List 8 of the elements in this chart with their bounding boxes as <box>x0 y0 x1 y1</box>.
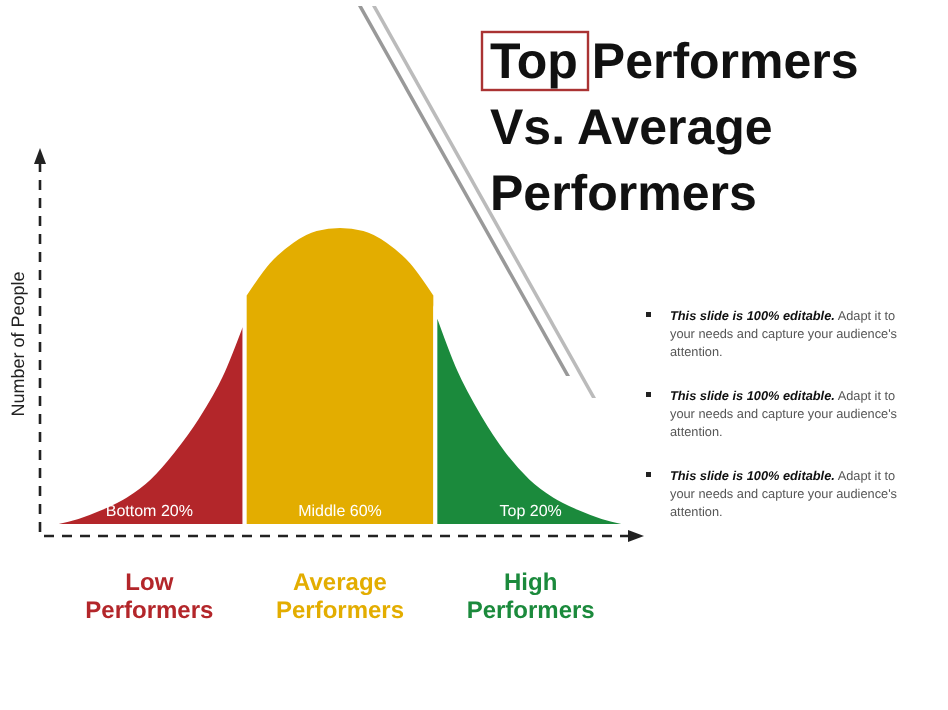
chart-title: Top Performers Vs. Average Performers <box>490 34 859 222</box>
series-label: High Performers <box>466 568 596 624</box>
annotation: Middle 60% <box>298 502 382 520</box>
annotation: Bottom 20% <box>105 502 193 520</box>
series-label: Average Performers <box>275 568 405 624</box>
annotation: Top 20% <box>499 502 562 520</box>
series-label: Low Performers <box>85 568 215 624</box>
y-axis-title: Number of People <box>8 271 28 417</box>
